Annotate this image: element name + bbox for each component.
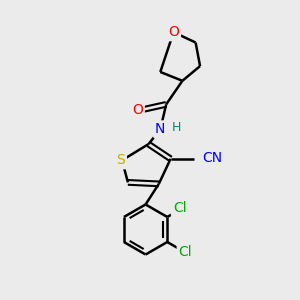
Text: CN: CN bbox=[202, 151, 223, 165]
Text: H: H bbox=[172, 122, 181, 134]
Text: S: S bbox=[116, 153, 125, 167]
Text: N: N bbox=[155, 122, 166, 136]
Text: Cl: Cl bbox=[179, 245, 192, 259]
Text: O: O bbox=[168, 25, 179, 39]
Text: Cl: Cl bbox=[173, 201, 186, 214]
Text: O: O bbox=[132, 103, 143, 117]
